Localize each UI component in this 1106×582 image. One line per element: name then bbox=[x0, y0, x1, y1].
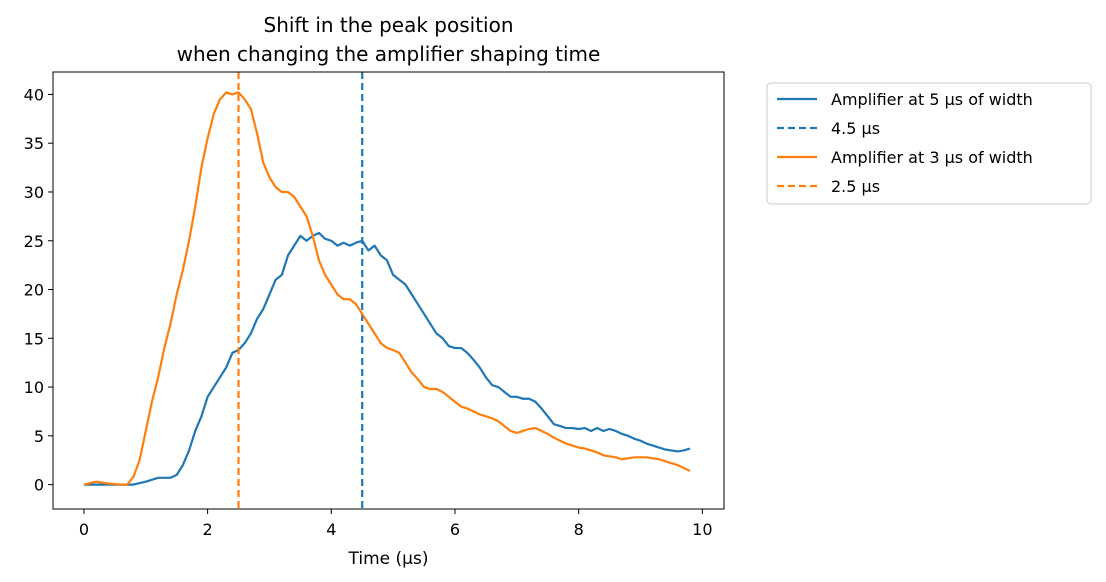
axes-frame bbox=[52, 71, 725, 510]
y-tick-label: 5 bbox=[34, 427, 44, 446]
x-tick-label: 6 bbox=[450, 520, 460, 539]
plot-lines bbox=[83, 72, 691, 509]
y-tick-label: 15 bbox=[24, 329, 44, 348]
chart-title-line: Shift in the peak position bbox=[264, 13, 514, 37]
y-tick-label: 35 bbox=[24, 134, 44, 153]
legend-label: Amplifier at 5 µs of width bbox=[831, 90, 1033, 109]
legend: Amplifier at 5 µs of width 4.5 µs Amplifie… bbox=[766, 82, 1092, 205]
legend-box bbox=[766, 82, 1092, 205]
x-tick-label: 4 bbox=[326, 520, 336, 539]
y-tick-label: 30 bbox=[24, 183, 44, 202]
y-tick-label: 0 bbox=[34, 476, 44, 495]
x-tick-label: 2 bbox=[203, 520, 213, 539]
legend-label: 4.5 µs bbox=[831, 119, 880, 138]
series-line-2 bbox=[83, 91, 691, 486]
x-tick-label: 10 bbox=[692, 520, 712, 539]
chart-title: Shift in the peak position when changing … bbox=[177, 13, 601, 66]
legend-label: 2.5 µs bbox=[831, 177, 880, 196]
series-line-0 bbox=[83, 231, 691, 486]
y-tick-label: 25 bbox=[24, 232, 44, 251]
x-axis-ticks: 0 2 4 6 8 10 bbox=[79, 509, 713, 539]
x-axis-label: Time (µs) bbox=[348, 549, 429, 569]
x-tick-label: 0 bbox=[79, 520, 89, 539]
legend-label: Amplifier at 3 µs of width bbox=[831, 148, 1033, 167]
chart-title-line: when changing the amplifier shaping time bbox=[177, 42, 601, 66]
y-axis-ticks: 0 5 10 15 20 25 30 35 40 bbox=[24, 85, 53, 495]
y-tick-label: 20 bbox=[24, 281, 44, 300]
y-tick-label: 10 bbox=[24, 378, 44, 397]
y-tick-label: 40 bbox=[24, 85, 44, 104]
x-tick-label: 8 bbox=[574, 520, 584, 539]
